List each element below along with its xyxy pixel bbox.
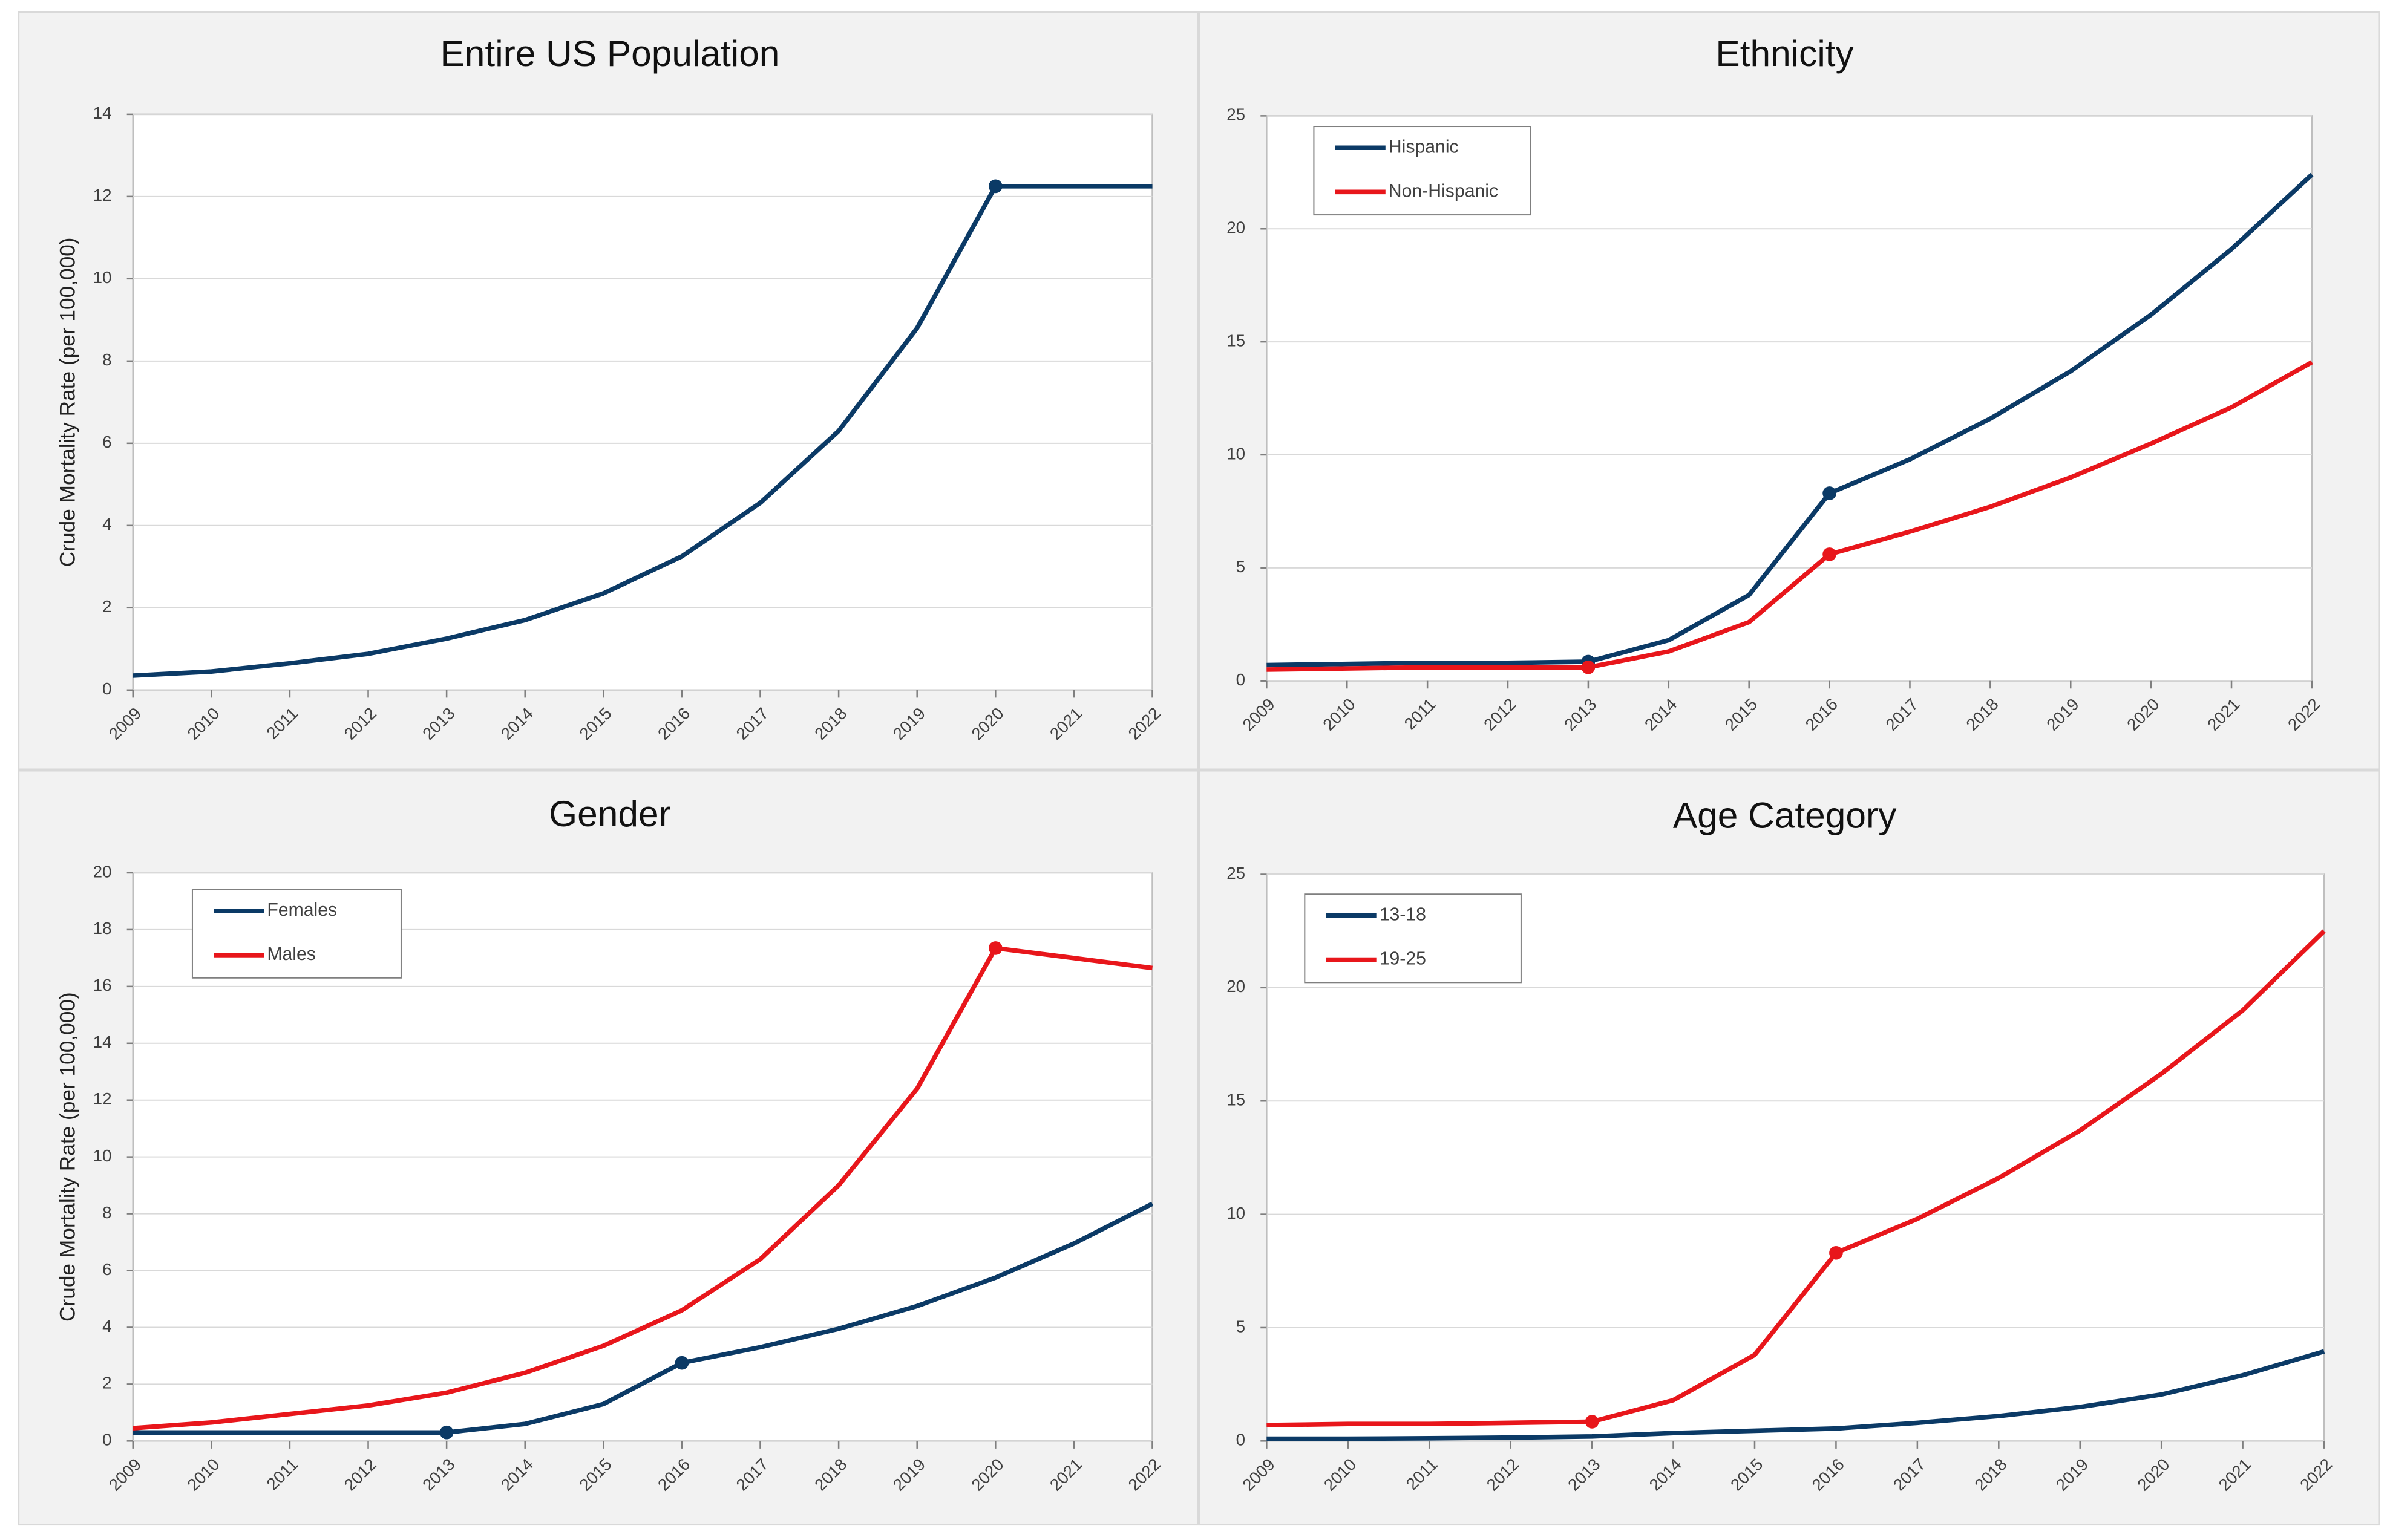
data-point [988,941,1003,955]
chart-title: Entire US Population [440,33,780,74]
y-tick-label: 5 [1236,1317,1245,1336]
data-point [675,1356,689,1370]
y-tick-label: 0 [1236,670,1245,689]
y-tick-label: 2 [102,1374,111,1392]
y-tick-label: 6 [102,1260,111,1279]
chart-title: Ethnicity [1715,33,1854,74]
legend-label: 13-18 [1380,904,1426,924]
y-tick-label: 4 [102,1317,111,1336]
legend-box [1313,126,1531,216]
data-point [439,1425,454,1440]
data-line [1266,929,2326,1427]
data-line [133,945,1153,1431]
y-tick-label: 25 [1226,864,1245,883]
legend-box [1304,893,1522,984]
data-point [1822,486,1836,500]
y-tick-label: 10 [93,1146,112,1165]
y-tick-label: 16 [93,976,112,994]
y-tick-label: 18 [93,919,112,938]
y-tick-label: 8 [102,1203,111,1222]
y-tick-label: 6 [102,432,111,451]
legend-label: Males [267,944,316,964]
y-tick-label: 0 [102,1431,111,1449]
y-tick-label: 10 [93,268,112,287]
legend-label: 19-25 [1380,949,1426,969]
legend-label: Non-Hispanic [1389,181,1498,201]
data-line [1266,1349,2325,1441]
y-tick-label: 14 [93,103,112,122]
y-tick-label: 20 [1226,218,1245,237]
y-tick-label: 12 [93,1089,112,1108]
data-line [1266,172,2314,668]
y-tick-label: 5 [1236,557,1245,576]
y-tick-label: 0 [1236,1431,1245,1449]
data-point [1822,547,1836,561]
chart-title: Gender [549,793,671,834]
data-line [133,184,1153,678]
chart-title: Age Category [1673,794,1897,835]
y-tick-label: 12 [93,186,112,204]
data-point [1581,660,1596,674]
y-tick-label: 15 [1226,331,1245,350]
legend-box [191,889,402,979]
legend-label: Females [267,900,337,920]
y-tick-label: 0 [102,679,111,698]
y-tick-label: 2 [102,597,111,616]
data-point [988,179,1003,194]
data-point [1829,1245,1843,1260]
y-tick-label: 10 [1226,1204,1245,1222]
y-tick-label: 20 [93,862,112,881]
y-tick-label: 4 [102,515,111,533]
y-tick-label: 20 [1226,977,1245,996]
legend-label: Hispanic [1389,137,1459,157]
plot-area [132,113,1153,691]
y-tick-label: 10 [1226,444,1245,463]
data-line [133,1201,1154,1435]
y-tick-label: 15 [1226,1091,1245,1109]
y-axis-label: Crude Mortality Rate (per 100,000) [56,237,79,567]
data-line [1266,360,2313,672]
y-tick-label: 8 [102,350,111,369]
y-tick-label: 14 [93,1033,112,1051]
data-point [1585,1415,1599,1429]
y-tick-label: 25 [1226,105,1245,124]
y-axis-label: Crude Mortality Rate (per 100,000) [56,992,79,1322]
